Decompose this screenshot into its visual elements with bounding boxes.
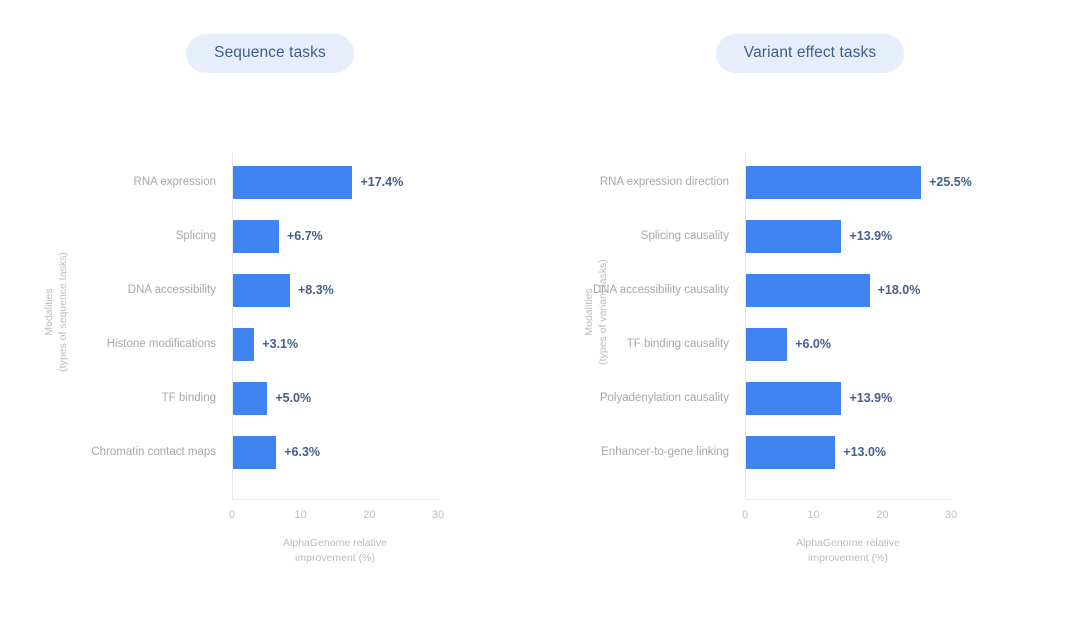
x-tick-label: 0 — [741, 509, 749, 521]
bar-value-label: +5.0% — [275, 391, 312, 405]
bar-category-label: Splicing — [175, 230, 216, 242]
bar-value-label: +6.0% — [795, 337, 831, 351]
bar-row: Chromatin contact maps +6.3% — [91, 436, 438, 469]
right-y-axis-line — [745, 152, 746, 500]
left-y-axis-title: Modalities (types of sequence tasks) — [34, 0, 78, 623]
x-tick-label: 30 — [944, 509, 958, 521]
bar — [233, 328, 255, 361]
bar-row: Splicing causality +13.9% — [641, 220, 951, 253]
sequence-tasks-title-row: Sequence tasks — [0, 34, 540, 73]
left-x-axis-title-line2: improvement (%) — [295, 552, 375, 564]
x-tick-label: 20 — [876, 509, 889, 521]
x-tick-label: 10 — [807, 509, 820, 521]
bar-category-label: RNA expression direction — [599, 176, 729, 188]
bar-category-label: Enhancer-to-gene linking — [601, 446, 729, 458]
bar-value-label: +6.7% — [287, 229, 323, 243]
bar — [746, 220, 842, 253]
x-tick-label: 10 — [294, 509, 307, 521]
bar-value-label: +6.3% — [284, 445, 321, 459]
bar-row: Histone modifications +3.1% — [107, 328, 438, 361]
right-x-axis-title: AlphaGenome relative improvement (%) — [796, 536, 900, 566]
bar — [746, 274, 870, 307]
bar-category-label: DNA accessibility causality — [592, 284, 729, 296]
right-x-axis-title-line2: improvement (%) — [808, 552, 888, 564]
bar-row: RNA expression direction +25.5% — [600, 166, 972, 199]
bar — [233, 166, 353, 199]
bar-row: DNA accessibility +8.3% — [128, 274, 438, 307]
right-bar-rows: RNA expression direction +25.5% Splicing c… — [593, 152, 972, 500]
left-y-axis-title-line1: Modalities — [43, 287, 55, 336]
bar — [746, 166, 922, 199]
variant-effect-tasks-title-row: Variant effect tasks — [540, 34, 1080, 73]
bar-value-label: +13.9% — [849, 391, 893, 405]
bar-row: TF binding +5.0% — [162, 382, 438, 415]
bar-category-label: TF binding — [161, 392, 216, 404]
bar-category-label: RNA expression — [133, 176, 216, 188]
bar-category-label: Polyadenylation causality — [599, 392, 729, 404]
bar-category-label: Histone modifications — [106, 338, 216, 350]
bar-value-label: +13.9% — [849, 229, 893, 243]
bar-value-label: +13.0% — [843, 445, 887, 459]
bar-row: RNA expression +17.4% — [134, 166, 438, 199]
left-bar-rows: RNA expression +17.4% Splicing +6.7% DNA acc… — [91, 152, 438, 500]
right-x-ticks: 0 10 20 30 — [741, 500, 957, 530]
x-tick-label: 30 — [431, 509, 445, 521]
left-x-ticks: 0 10 20 30 — [228, 500, 444, 530]
variant-effect-tasks-title-pill: Variant effect tasks — [715, 34, 905, 73]
bar-category-label: Splicing causality — [640, 230, 729, 242]
bar-row: Enhancer-to-gene linking +13.0% — [601, 436, 951, 469]
bar — [746, 382, 842, 415]
bar-value-label: +17.4% — [360, 175, 404, 189]
bar-value-label: +18.0% — [877, 283, 921, 297]
bar-row: Polyadenylation causality +13.9% — [600, 382, 951, 415]
bar-row: Splicing +6.7% — [176, 220, 438, 253]
bar — [233, 436, 277, 469]
left-x-axis-title: AlphaGenome relative improvement (%) — [283, 536, 387, 566]
sequence-tasks-panel: Sequence tasks Modalities (types of sequ… — [0, 0, 540, 623]
right-y-axis-title: Modalities (types of variant tasks) — [574, 0, 618, 623]
bar — [233, 382, 268, 415]
x-tick-label: 20 — [363, 509, 376, 521]
bar — [233, 220, 279, 253]
left-x-axis-line — [232, 499, 439, 500]
right-x-axis-title-line1: AlphaGenome relative — [796, 537, 900, 549]
bar-row: TF binding causality +6.0% — [627, 328, 951, 361]
bar — [233, 274, 290, 307]
right-plot-area: RNA expression direction +25.5% Splicing c… — [593, 152, 972, 564]
bar — [746, 328, 788, 361]
bar-value-label: +8.3% — [297, 283, 334, 297]
bar-category-label: DNA accessibility — [127, 284, 216, 296]
bar — [746, 436, 836, 469]
right-x-axis-line — [745, 499, 952, 500]
left-y-axis-line — [232, 152, 233, 500]
bar-category-label: TF binding causality — [626, 338, 729, 350]
left-x-axis-title-line1: AlphaGenome relative — [283, 537, 387, 549]
variant-effect-tasks-panel: Variant effect tasks Modalities (types o… — [540, 0, 1080, 623]
bar-row: DNA accessibility causality +18.0% — [593, 274, 951, 307]
x-tick-label: 0 — [228, 509, 236, 521]
left-plot-area: RNA expression +17.4% Splicing +6.7% DNA acc… — [91, 152, 444, 564]
sequence-tasks-title-pill: Sequence tasks — [186, 34, 354, 73]
bar-category-label: Chromatin contact maps — [91, 446, 216, 458]
bar-value-label: +25.5% — [929, 175, 972, 189]
bar-value-label: +3.1% — [262, 337, 299, 351]
left-y-axis-title-line2: (types of sequence tasks) — [57, 251, 69, 372]
